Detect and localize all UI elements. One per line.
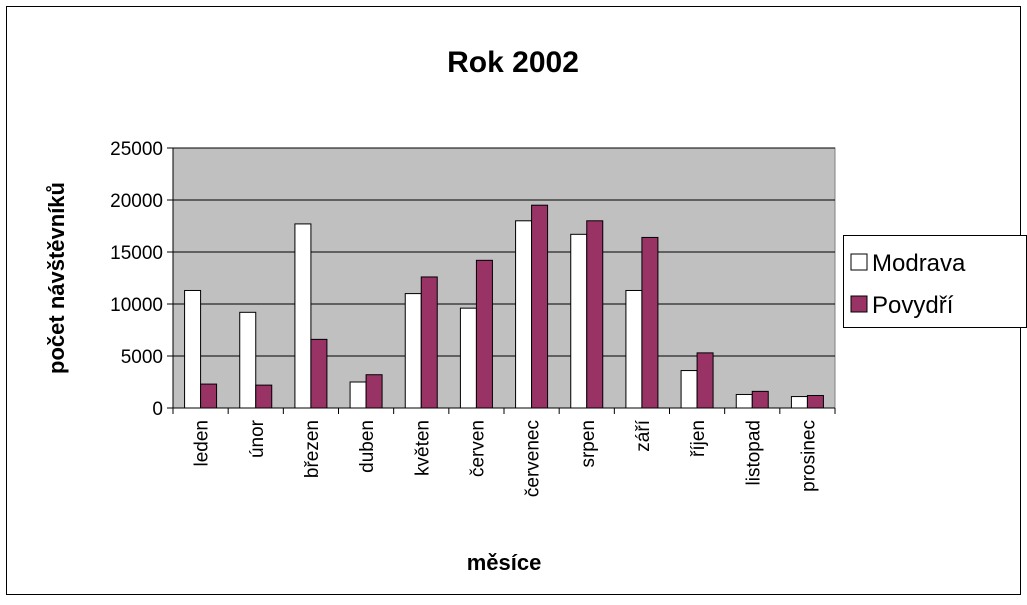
chart-title: Rok 2002 — [447, 46, 579, 79]
bar-povydří — [806, 395, 824, 409]
x-tick-label: červen — [467, 420, 488, 477]
y-tick-label: 0 — [152, 399, 163, 420]
bar-povydří — [751, 390, 769, 409]
bar-povydří — [420, 276, 438, 409]
bar-povydří — [531, 204, 549, 409]
bar-modrava — [735, 393, 753, 409]
bar-povydří — [696, 352, 714, 409]
bar-povydří — [200, 383, 218, 409]
plot-area: 0 5000 10000 15000 20000 25000 leden únor březen… — [110, 139, 836, 497]
x-tick-label: květen — [412, 420, 433, 476]
x-tick-label: červenec — [523, 420, 544, 497]
x-tick-label: leden — [192, 420, 213, 467]
x-tick-label: duben — [357, 420, 378, 473]
bar-modrava — [459, 307, 477, 409]
y-tick-label: 15000 — [110, 243, 163, 264]
x-tick-label: listopad — [743, 420, 764, 486]
x-tick-label: březen — [302, 420, 323, 478]
bar-povydří — [310, 338, 328, 409]
legend-swatch-modrava — [850, 253, 868, 271]
bar-modrava — [570, 233, 588, 409]
bar-povydří — [365, 374, 383, 409]
bar-modrava — [239, 311, 257, 409]
bar-povydří — [475, 259, 493, 409]
y-tick-label: 25000 — [110, 139, 163, 160]
legend-label: Povydří — [872, 292, 954, 319]
bar-modrava — [404, 293, 422, 409]
legend: Modrava Povydří — [843, 235, 1027, 328]
x-tick-label: říjen — [688, 420, 709, 457]
x-tick-label: srpen — [578, 420, 599, 468]
bar-povydří — [586, 220, 604, 409]
x-tick-label: září — [633, 419, 654, 451]
bar-modrava — [680, 370, 698, 409]
y-axis-label: počet návštěvníků — [44, 182, 69, 374]
bar-modrava — [515, 220, 533, 409]
legend-swatch-povydří — [850, 295, 868, 313]
y-tick-label: 5000 — [121, 347, 163, 368]
bar-modrava — [294, 223, 312, 409]
bar-modrava — [349, 381, 367, 409]
x-tick-label: únor — [247, 419, 268, 458]
bar-modrava — [184, 289, 202, 409]
bar-povydří — [255, 384, 273, 409]
y-tick-label: 20000 — [110, 191, 163, 212]
plot-background — [172, 147, 836, 409]
bar-modrava — [625, 289, 643, 409]
x-tick-label: prosinec — [798, 420, 819, 492]
legend-box — [843, 235, 1027, 328]
legend-label: Modrava — [872, 250, 966, 277]
bar-povydří — [641, 236, 659, 409]
bar-modrava — [790, 396, 808, 409]
y-tick-label: 10000 — [110, 295, 163, 316]
x-axis-label: měsíce — [467, 550, 542, 575]
